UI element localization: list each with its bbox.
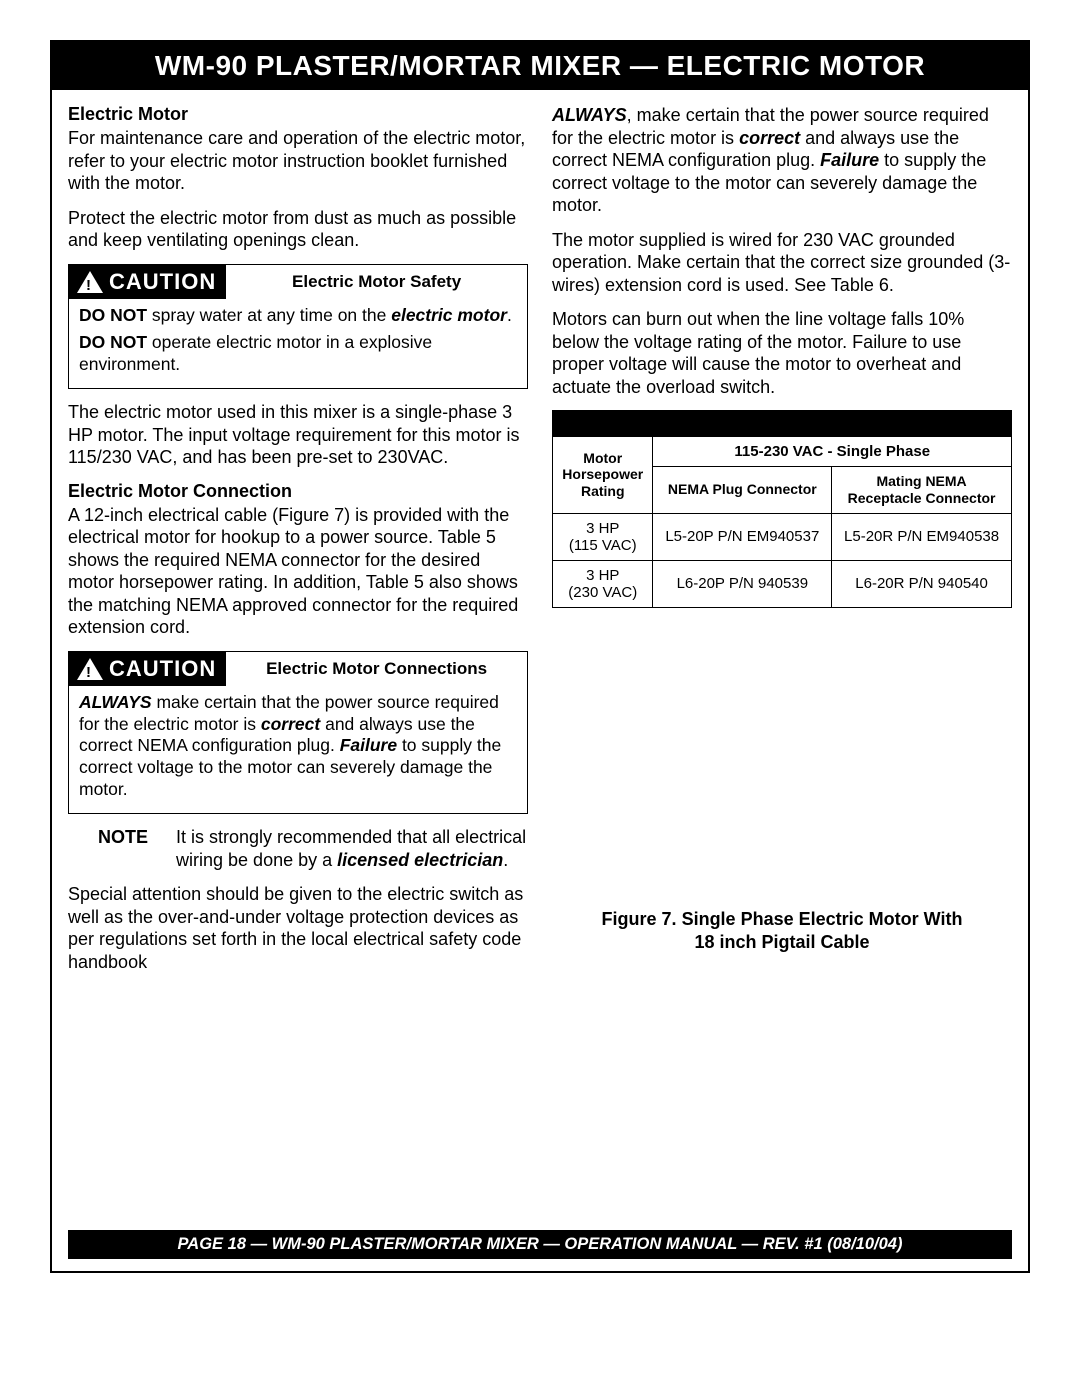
note-block: NOTE It is strongly recommended that all… [98,826,528,871]
title-bar: WM-90 PLASTER/MORTAR MIXER — ELECTRIC MO… [52,42,1028,90]
caution-line: DO NOT operate electric motor in a explo… [79,332,517,376]
figure-caption: Figure 7. Single Phase Electric Motor Wi… [552,908,1012,955]
caution-body: DO NOT spray water at any time on the el… [69,299,527,377]
paragraph: The motor supplied is wired for 230 VAC … [552,229,1012,297]
paragraph: For maintenance care and operation of th… [68,127,528,195]
caution-title: Electric Motor Safety [226,265,527,299]
caution-badge: ! CAUTION [69,652,226,686]
caution-header: ! CAUTION Electric Motor Connections [69,652,527,686]
table-cell: L5-20P P/N EM940537 [653,513,832,560]
right-column: ALWAYS, make certain that the power sour… [552,104,1012,1210]
warning-triangle-icon: ! [77,658,103,680]
caution-badge: ! CAUTION [69,265,226,299]
table-header: Mating NEMAReceptacle Connector [832,467,1012,514]
note-label: NOTE [98,826,148,871]
caution-label: CAUTION [109,269,216,295]
paragraph: A 12-inch electrical cable (Figure 7) is… [68,504,528,639]
paragraph: Protect the electric motor from dust as … [68,207,528,252]
paragraph: ALWAYS, make certain that the power sour… [552,104,1012,217]
note-text: It is strongly recommended that all elec… [176,826,528,871]
content-columns: Electric Motor For maintenance care and … [52,90,1028,1230]
caution-label: CAUTION [109,656,216,682]
caution-box-safety: ! CAUTION Electric Motor Safety DO NOT s… [68,264,528,390]
table-cell: 3 HP(230 VAC) [553,560,653,607]
paragraph: Special attention should be given to the… [68,883,528,973]
table-cell: L6-20P P/N 940539 [653,560,832,607]
warning-triangle-icon: ! [77,271,103,293]
paragraph: The electric motor used in this mixer is… [68,401,528,469]
paragraph: Motors can burn out when the line voltag… [552,308,1012,398]
table-header: NEMA Plug Connector [653,467,832,514]
caution-title: Electric Motor Connections [226,652,527,686]
left-column: Electric Motor For maintenance care and … [68,104,528,1210]
caution-line: ALWAYS make certain that the power sourc… [79,692,517,801]
caution-line: DO NOT spray water at any time on the el… [79,305,517,327]
caution-box-connections: ! CAUTION Electric Motor Connections ALW… [68,651,528,814]
caution-body: ALWAYS make certain that the power sourc… [69,686,527,801]
heading-electric-motor: Electric Motor [68,104,528,125]
nema-connector-table: Motor Horsepower Rating 115-230 VAC - Si… [552,410,1012,608]
table-cell: L6-20R P/N 940540 [832,560,1012,607]
table-row: 3 HP(230 VAC) L6-20P P/N 940539 L6-20R P… [553,560,1012,607]
footer-bar: PAGE 18 — WM-90 PLASTER/MORTAR MIXER — O… [68,1230,1012,1259]
page-frame: WM-90 PLASTER/MORTAR MIXER — ELECTRIC MO… [50,40,1030,1273]
table-cell: 3 HP(115 VAC) [553,513,653,560]
table-header: Motor Horsepower Rating [553,437,653,514]
table-row: 3 HP(115 VAC) L5-20P P/N EM940537 L5-20R… [553,513,1012,560]
caution-header: ! CAUTION Electric Motor Safety [69,265,527,299]
table-black-header [553,411,1012,437]
table-header: 115-230 VAC - Single Phase [653,437,1012,467]
table-header-row: Motor Horsepower Rating 115-230 VAC - Si… [553,437,1012,467]
table-cell: L5-20R P/N EM940538 [832,513,1012,560]
heading-connection: Electric Motor Connection [68,481,528,502]
